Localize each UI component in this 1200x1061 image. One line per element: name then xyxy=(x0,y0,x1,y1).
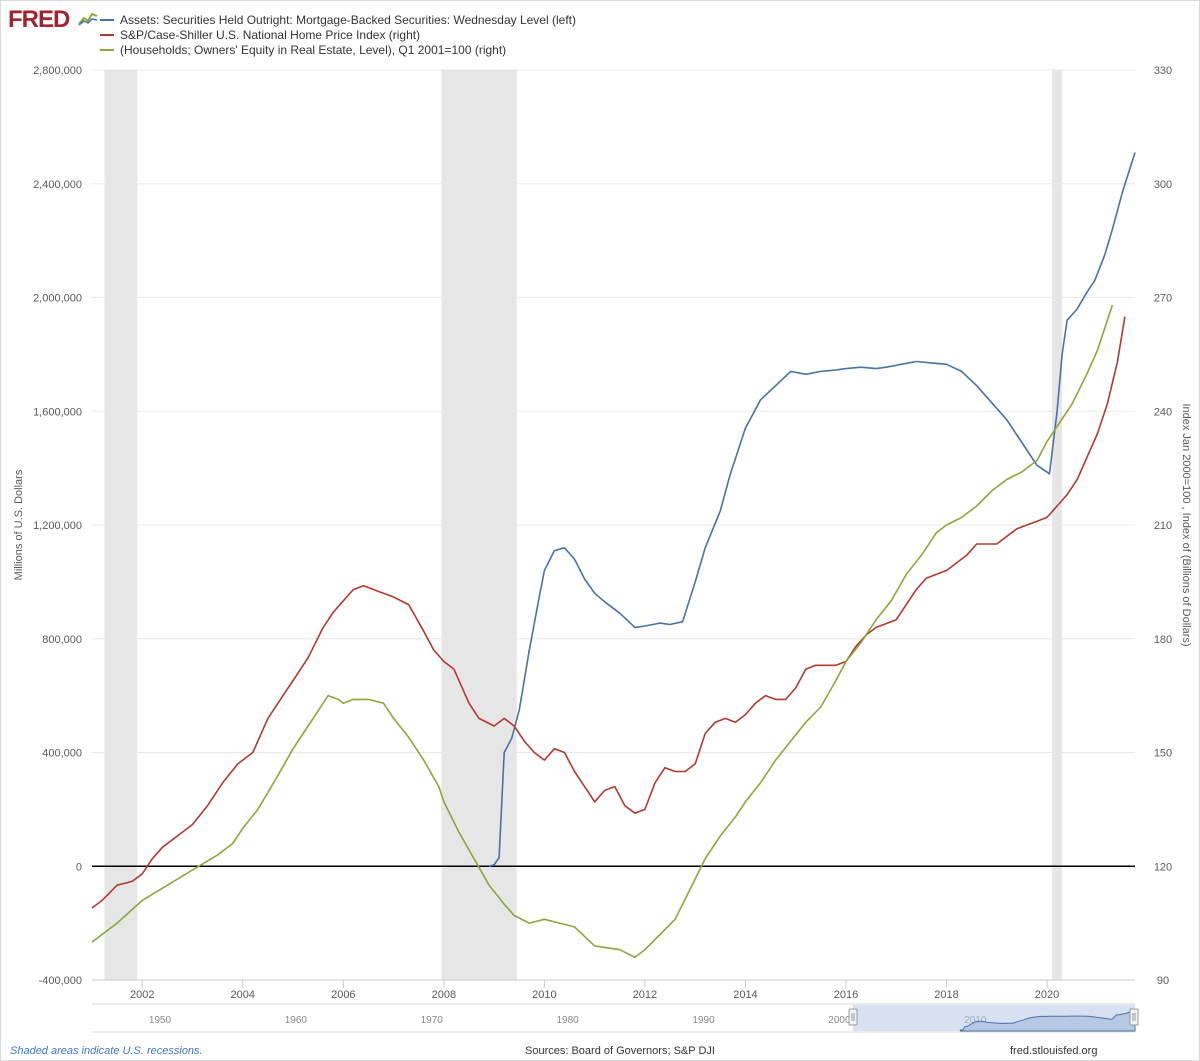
x-tick-label: 2016 xyxy=(834,989,858,1001)
navigator-tick-label: 1950 xyxy=(149,1015,172,1026)
y-right-tick-label: 240 xyxy=(1154,406,1172,418)
sources-note: Sources: Board of Governors; S&P DJI xyxy=(525,1045,715,1057)
legend-label-red: S&P/Case-Shiller U.S. National Home Pric… xyxy=(120,27,421,42)
legend-swatch-green xyxy=(100,48,114,51)
legend-item-blue[interactable]: Assets: Securities Held Outright: Mortga… xyxy=(100,12,576,27)
y-left-tick-label: 1,600,000 xyxy=(33,406,82,418)
legend-swatch-red xyxy=(100,33,114,36)
y-right-tick-label: 120 xyxy=(1154,861,1172,873)
series-line-2 xyxy=(91,304,1114,959)
y-right-tick-label: 270 xyxy=(1154,293,1172,305)
x-tick-label: 2004 xyxy=(231,989,255,1001)
legend: Assets: Securities Held Outright: Mortga… xyxy=(100,12,576,57)
fred-chart-icon xyxy=(78,10,98,26)
y-right-tick-label: 300 xyxy=(1154,179,1172,191)
fred-logo[interactable]: FRED xyxy=(8,6,70,33)
legend-item-green[interactable]: (Households; Owners' Equity in Real Esta… xyxy=(100,42,576,57)
x-tick-label: 2002 xyxy=(130,989,154,1001)
y-right-tick-label: 180 xyxy=(1154,634,1172,646)
y-right-tick-label: 210 xyxy=(1154,520,1172,532)
series-line-0 xyxy=(488,152,1136,868)
navigator-tick-label: 1990 xyxy=(692,1015,715,1026)
x-tick-label: 2008 xyxy=(432,989,456,1001)
navigator-tick-label: 1980 xyxy=(557,1015,580,1026)
navigator-tick-label: 1960 xyxy=(285,1015,308,1026)
y-right-tick-label: 150 xyxy=(1154,748,1172,760)
x-tick-label: 2006 xyxy=(331,989,355,1001)
x-tick-label: 2018 xyxy=(934,989,958,1001)
site-link[interactable]: fred.stlouisfed.org xyxy=(1010,1045,1098,1057)
y-left-tick-label: 0 xyxy=(76,861,82,873)
x-tick-label: 2014 xyxy=(733,989,757,1001)
y-left-tick-label: 400,000 xyxy=(42,748,82,760)
x-tick-label: 2010 xyxy=(532,989,556,1001)
navigator-tick-label: 2000 xyxy=(828,1015,851,1026)
legend-label-green: (Households; Owners' Equity in Real Esta… xyxy=(120,42,507,57)
y-right-tick-label: 330 xyxy=(1154,65,1172,77)
y-left-axis-title: Millions of U.S. Dollars xyxy=(13,469,25,580)
y-right-axis-title: Index Jan 2000=100 , Index of (Billions … xyxy=(1180,403,1192,646)
y-left-tick-label: 800,000 xyxy=(42,634,82,646)
navigator-handle-right[interactable] xyxy=(1129,1008,1139,1026)
series-line-1 xyxy=(91,316,1126,909)
legend-item-red[interactable]: S&P/Case-Shiller U.S. National Home Pric… xyxy=(100,27,576,42)
x-tick-label: 2020 xyxy=(1035,989,1059,1001)
y-left-tick-label: 2,800,000 xyxy=(33,65,82,77)
recession-note: Shaded areas indicate U.S. recessions. xyxy=(10,1045,203,1057)
y-left-tick-label: 2,000,000 xyxy=(33,293,82,305)
navigator-series-area xyxy=(959,1009,1136,1032)
x-tick-label: 2012 xyxy=(633,989,657,1001)
navigator-tick-label: 1970 xyxy=(421,1015,444,1026)
y-right-tick-label: 90 xyxy=(1157,975,1169,987)
y-left-tick-label: 1,200,000 xyxy=(33,520,82,532)
navigator-handle-left[interactable] xyxy=(848,1008,858,1026)
y-left-tick-label: -400,000 xyxy=(39,975,82,987)
legend-swatch-blue xyxy=(100,18,114,21)
legend-label-blue: Assets: Securities Held Outright: Mortga… xyxy=(120,12,576,27)
y-left-tick-label: 2,400,000 xyxy=(33,179,82,191)
